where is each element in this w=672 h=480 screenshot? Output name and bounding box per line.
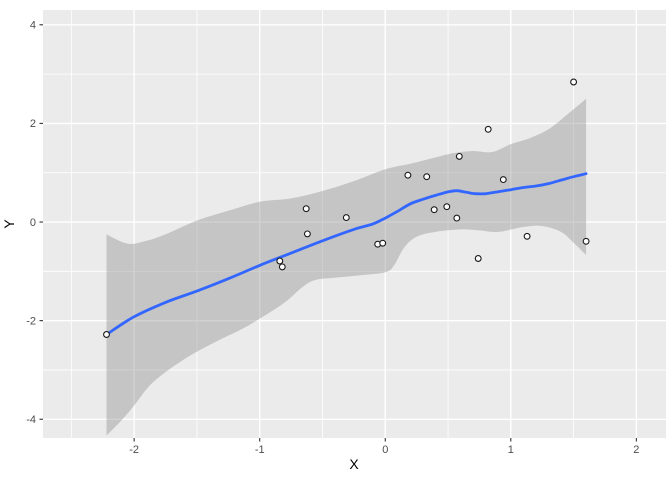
y-axis-title: Y (1, 219, 17, 229)
x-tick-label: 1 (508, 444, 514, 456)
plot-panel (43, 10, 666, 438)
data-point (276, 257, 284, 265)
axis-tick-marks (39, 24, 637, 442)
y-tick-label: 4 (30, 20, 36, 32)
y-tick-label: -4 (26, 414, 36, 426)
data-point (103, 331, 110, 338)
data-point (430, 206, 438, 214)
data-point (302, 205, 310, 213)
data-point (484, 125, 492, 133)
y-tick-label: -2 (26, 315, 36, 327)
y-axis-tick-labels: -4 -2 0 2 4 (26, 20, 36, 426)
confidence-ribbon-group (106, 98, 587, 436)
data-point (342, 214, 350, 222)
data-point (278, 263, 286, 271)
x-tick-label: 0 (382, 444, 388, 456)
gridlines-major (43, 10, 666, 438)
data-point (423, 173, 431, 181)
data-points-group (103, 78, 590, 338)
confidence-ribbon (106, 98, 587, 436)
data-point (499, 176, 507, 184)
data-point (582, 237, 590, 245)
y-tick-label: 0 (30, 217, 36, 229)
data-point (523, 232, 531, 240)
gridlines-minor (43, 10, 666, 438)
x-tick-label: 2 (633, 444, 639, 456)
x-axis-tick-labels: -2 -1 0 1 2 (129, 444, 639, 456)
x-tick-label: -2 (129, 444, 139, 456)
x-axis-title: X (349, 456, 359, 472)
smooth-line (105, 172, 588, 336)
data-point (404, 171, 412, 179)
data-point (474, 255, 482, 262)
x-tick-label: -1 (255, 444, 265, 456)
data-point (379, 239, 387, 247)
smooth-line-group (105, 172, 588, 336)
data-point (570, 78, 578, 86)
y-tick-label: 2 (30, 118, 36, 130)
data-point (303, 230, 311, 238)
data-point (453, 214, 461, 222)
data-point (443, 203, 451, 211)
data-point (455, 152, 463, 160)
